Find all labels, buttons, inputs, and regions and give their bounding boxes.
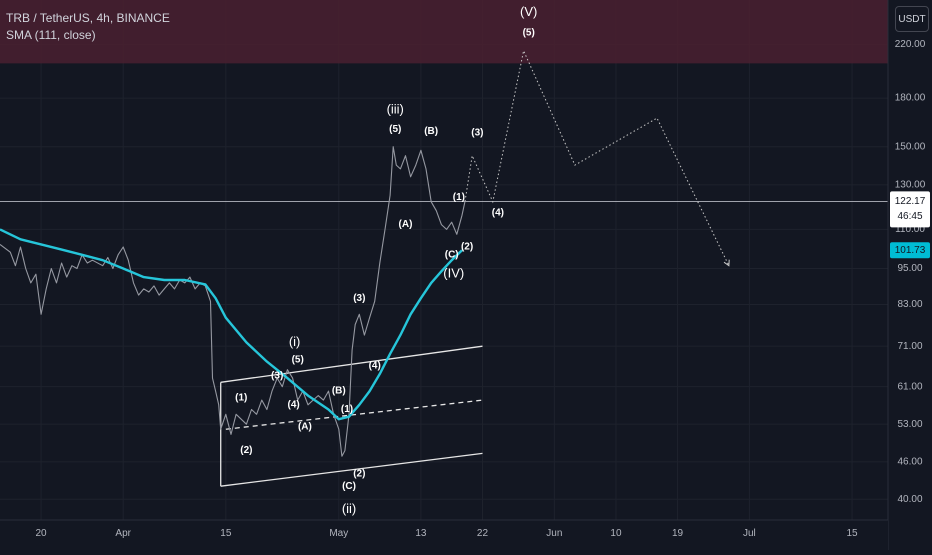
wave-label: (C) — [342, 481, 356, 492]
projection-arrowhead — [723, 259, 730, 267]
series-layer — [0, 49, 730, 457]
wave-label: (2) — [461, 242, 473, 253]
x-tick-label: 20 — [36, 528, 48, 539]
y-tick-label: 53.00 — [897, 419, 922, 430]
y-tick-label: 61.00 — [897, 381, 922, 392]
wave-label: (A) — [298, 421, 312, 432]
price-series-line — [0, 146, 466, 457]
y-tick-label: 46.00 — [897, 457, 922, 468]
channel-lower-line — [220, 452, 483, 487]
wave-label: (3) — [353, 293, 365, 304]
sma-value-label: 101.73 — [895, 245, 926, 256]
wave-label: (C) — [445, 249, 459, 260]
wave-label: (2) — [240, 445, 252, 456]
y-tick-label: 130.00 — [895, 180, 926, 191]
wave-label: (1) — [235, 392, 247, 403]
x-tick-label: 15 — [220, 528, 232, 539]
wave-label: (B) — [424, 126, 438, 137]
currency-unit-button[interactable]: USDT — [895, 6, 929, 32]
x-tick-label: 13 — [415, 528, 427, 539]
y-tick-label: 110.00 — [895, 224, 925, 235]
countdown-label: 46:45 — [897, 211, 922, 222]
x-tick-label: 10 — [610, 528, 622, 539]
current-price-label: 122.17 — [895, 196, 926, 207]
chart-legend: TRB / TetherUS, 4h, BINANCE SMA (111, cl… — [6, 10, 170, 44]
y-tick-label: 220.00 — [895, 39, 926, 50]
wave-label: (IV) — [443, 266, 464, 281]
y-tick-label: 95.00 — [897, 263, 922, 274]
wave-label: (4) — [492, 208, 504, 219]
x-axis-panel — [0, 520, 888, 550]
wave-label: (iii) — [387, 102, 404, 117]
wave-label: (4) — [369, 360, 381, 371]
wave-label: (B) — [332, 386, 346, 397]
wave-label: (2) — [353, 468, 365, 479]
grid-layer — [0, 0, 888, 520]
x-tick-label: 22 — [477, 528, 489, 539]
wave-label: (1) — [341, 404, 353, 415]
wave-label: (5) — [523, 27, 535, 38]
resistance-zone — [0, 0, 888, 64]
sma-series-line — [0, 228, 463, 421]
wave-label: (1) — [453, 192, 465, 203]
annotation-layer: (1)(2)(3)(4)(5)(i)(A)(B)(1)(2)(C)(ii)(3)… — [235, 4, 537, 516]
y-axis-panel — [888, 0, 932, 550]
x-tick-label: Jul — [743, 528, 756, 539]
wave-label: (3) — [471, 127, 483, 138]
x-tick-label: Apr — [115, 528, 131, 539]
wave-label: (i) — [289, 334, 301, 349]
symbol-title: TRB / TetherUS, 4h, BINANCE — [6, 11, 170, 25]
wave-label: (5) — [292, 354, 304, 365]
x-tick-label: May — [329, 528, 348, 539]
indicator-title: SMA (111, close) — [6, 28, 96, 42]
wave-label: (3) — [271, 371, 283, 382]
sma-value-badge — [890, 242, 930, 259]
y-tick-label: 83.00 — [897, 299, 922, 310]
current-price-badge — [890, 191, 930, 228]
y-tick-label: 71.00 — [897, 341, 922, 352]
x-tick-label: 19 — [672, 528, 684, 539]
wave-label: (5) — [389, 124, 401, 135]
y-tick-label: 150.00 — [895, 141, 926, 152]
wave-label: (V) — [520, 4, 537, 19]
y-tick-label: 180.00 — [895, 93, 926, 104]
resistance-zone-layer — [0, 0, 888, 202]
wave-label: (A) — [399, 219, 413, 230]
wave-label: (4) — [287, 399, 299, 410]
plot-background — [0, 0, 888, 520]
wave-label: (ii) — [342, 501, 356, 516]
channel-middle-line — [225, 399, 483, 430]
y-tick-label: 40.00 — [897, 494, 922, 505]
x-tick-label: Jun — [546, 528, 562, 539]
x-tick-label: 15 — [847, 528, 859, 539]
